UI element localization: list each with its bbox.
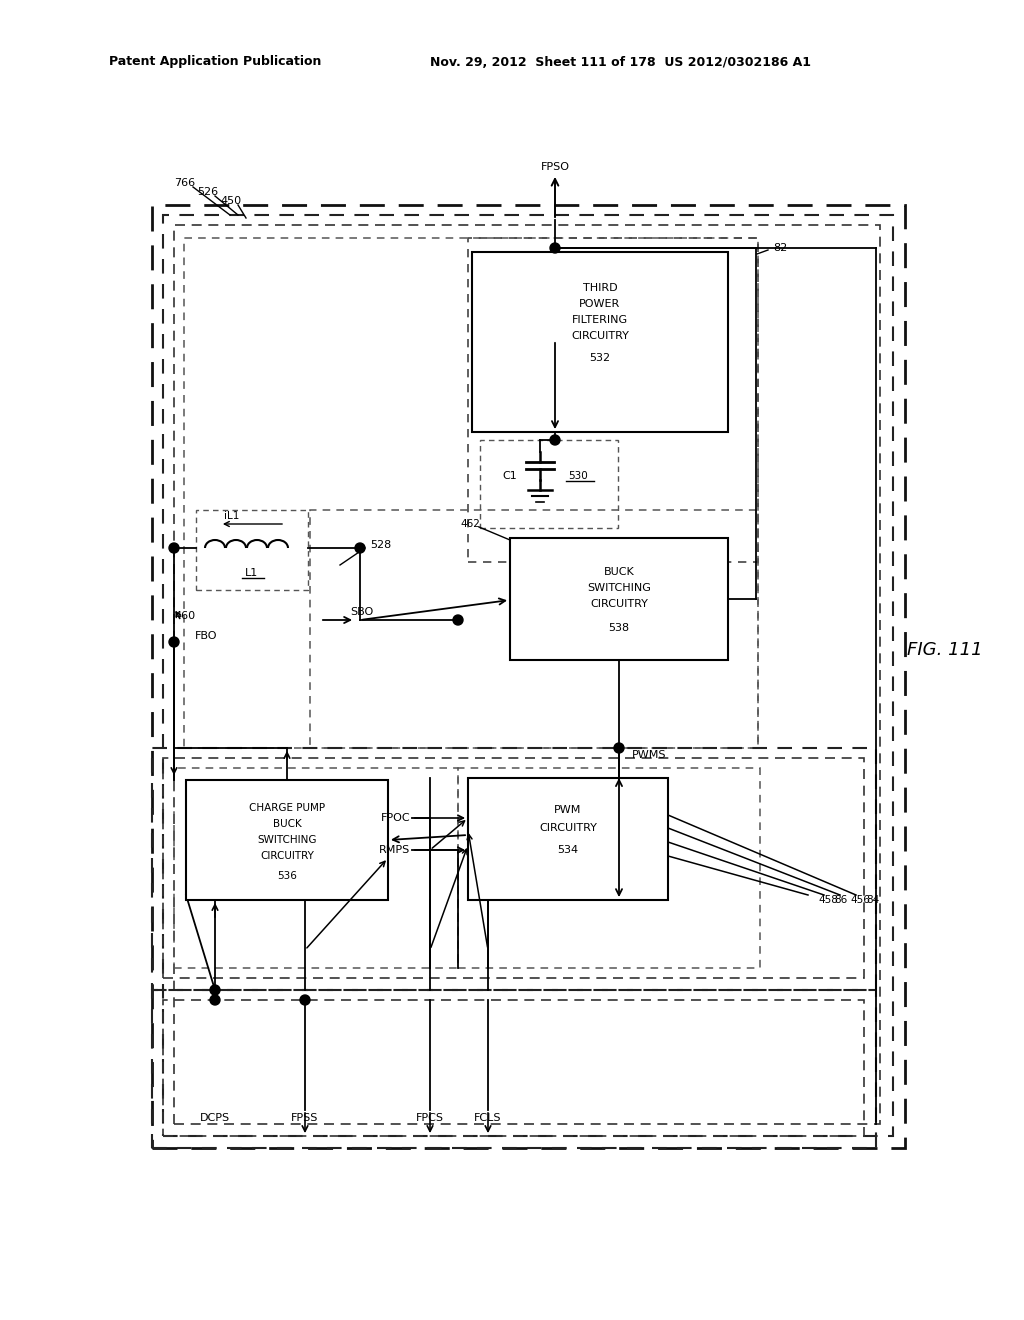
Text: 82: 82 — [773, 243, 787, 253]
Text: 84: 84 — [866, 895, 880, 906]
Circle shape — [550, 436, 560, 445]
Text: BUCK: BUCK — [272, 818, 301, 829]
Text: 460: 460 — [174, 611, 196, 620]
Text: 532: 532 — [590, 352, 610, 363]
Text: CIRCUITRY: CIRCUITRY — [539, 822, 597, 833]
Circle shape — [355, 543, 365, 553]
Circle shape — [300, 995, 310, 1005]
Text: BUCK: BUCK — [603, 568, 635, 577]
Bar — [480, 440, 618, 528]
Text: 526: 526 — [198, 187, 218, 197]
Text: PWMS: PWMS — [632, 750, 667, 760]
Text: PWM: PWM — [554, 805, 582, 814]
Text: SBO: SBO — [350, 607, 374, 616]
Text: THIRD: THIRD — [583, 282, 617, 293]
Text: CIRCUITRY: CIRCUITRY — [590, 599, 648, 609]
Bar — [468, 777, 668, 900]
Circle shape — [210, 995, 220, 1005]
Text: FCLS: FCLS — [474, 1113, 502, 1123]
Text: L1: L1 — [246, 568, 259, 578]
Text: 534: 534 — [557, 845, 579, 855]
Text: FPOC: FPOC — [380, 813, 410, 822]
Text: FPCS: FPCS — [416, 1113, 444, 1123]
Bar — [163, 215, 893, 1137]
Text: 86: 86 — [834, 895, 847, 906]
Text: FBO: FBO — [195, 631, 217, 642]
Bar — [472, 252, 728, 432]
Bar — [458, 768, 760, 968]
Bar — [152, 748, 876, 990]
Text: FPSO: FPSO — [541, 162, 569, 172]
Text: POWER: POWER — [580, 300, 621, 309]
Text: CHARGE PUMP: CHARGE PUMP — [249, 803, 325, 813]
Bar — [510, 539, 728, 660]
Text: 536: 536 — [278, 871, 297, 880]
Bar — [196, 510, 308, 590]
Text: 450: 450 — [220, 195, 242, 206]
Bar — [468, 238, 758, 562]
Text: FPSS: FPSS — [291, 1113, 318, 1123]
Text: 530: 530 — [568, 471, 588, 480]
Bar — [163, 1001, 864, 1137]
Bar — [152, 205, 905, 1148]
Bar — [310, 510, 758, 748]
Text: iL1: iL1 — [224, 511, 240, 521]
Text: FIG. 111: FIG. 111 — [907, 642, 983, 659]
Bar — [174, 224, 880, 1125]
Bar — [186, 780, 388, 900]
Text: 766: 766 — [174, 178, 196, 187]
Text: Nov. 29, 2012  Sheet 111 of 178  US 2012/0302186 A1: Nov. 29, 2012 Sheet 111 of 178 US 2012/0… — [429, 55, 811, 69]
Bar — [184, 238, 758, 748]
Text: FILTERING: FILTERING — [572, 315, 628, 325]
Text: SWITCHING: SWITCHING — [257, 836, 316, 845]
Text: RMPS: RMPS — [379, 845, 410, 855]
Circle shape — [453, 615, 463, 624]
Bar — [152, 990, 876, 1148]
Circle shape — [550, 243, 560, 253]
Text: DCPS: DCPS — [200, 1113, 230, 1123]
Text: Patent Application Publication: Patent Application Publication — [109, 55, 322, 69]
Text: 528: 528 — [370, 540, 391, 550]
Bar — [174, 768, 458, 968]
Text: CIRCUITRY: CIRCUITRY — [571, 331, 629, 341]
Circle shape — [169, 638, 179, 647]
Text: 456: 456 — [850, 895, 869, 906]
Text: C1: C1 — [503, 471, 517, 480]
Text: 458: 458 — [818, 895, 838, 906]
Circle shape — [169, 543, 179, 553]
Text: 462: 462 — [460, 519, 480, 529]
Circle shape — [210, 985, 220, 995]
Text: SWITCHING: SWITCHING — [587, 583, 651, 593]
Text: 538: 538 — [608, 623, 630, 634]
Circle shape — [614, 743, 624, 752]
Text: CIRCUITRY: CIRCUITRY — [260, 851, 314, 861]
Bar — [163, 758, 864, 978]
